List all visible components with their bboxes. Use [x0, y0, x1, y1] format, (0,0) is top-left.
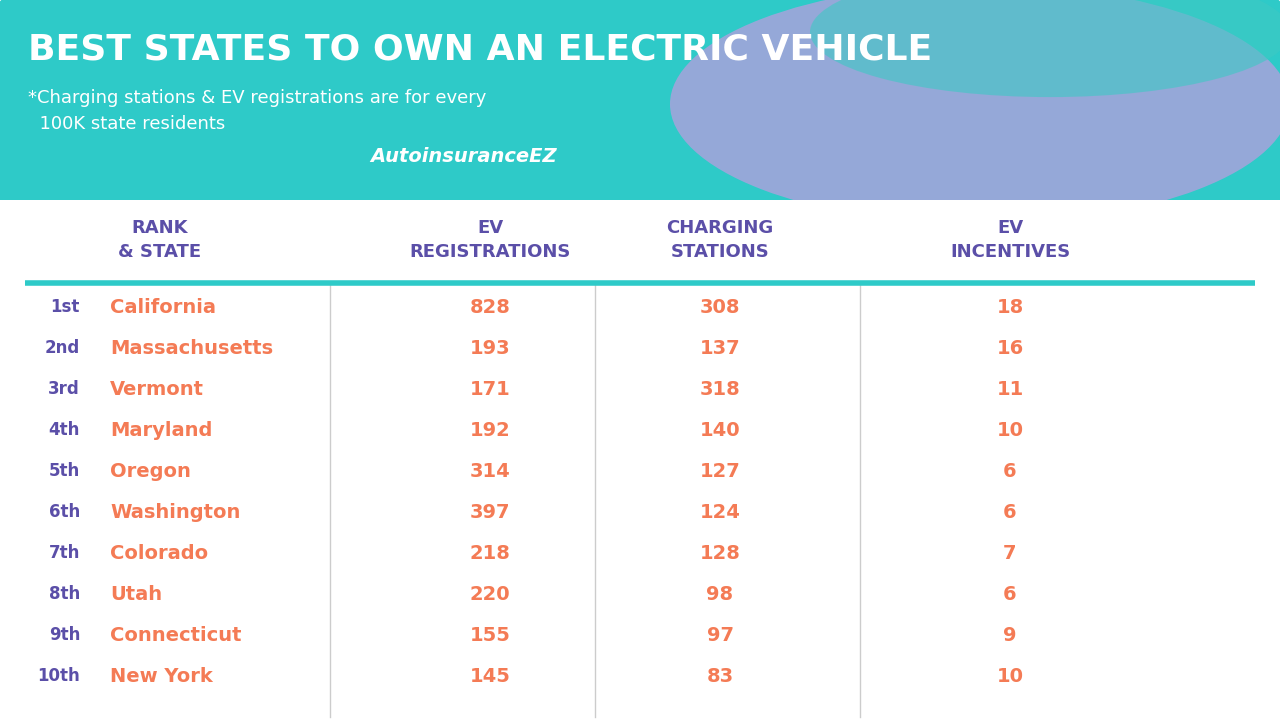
Text: 4th: 4th	[49, 421, 79, 439]
Text: 127: 127	[700, 462, 740, 481]
Text: 140: 140	[700, 421, 740, 440]
Text: 9: 9	[1004, 626, 1016, 645]
Text: 314: 314	[470, 462, 511, 481]
Text: Connecticut: Connecticut	[110, 626, 242, 645]
Text: 2nd: 2nd	[45, 340, 79, 357]
Text: Colorado: Colorado	[110, 544, 209, 563]
Text: AutoinsuranceEZ: AutoinsuranceEZ	[370, 147, 557, 166]
Text: EV
REGISTRATIONS: EV REGISTRATIONS	[410, 220, 571, 261]
Text: 18: 18	[996, 298, 1024, 317]
Text: CHARGING
STATIONS: CHARGING STATIONS	[667, 220, 773, 261]
Text: Massachusetts: Massachusetts	[110, 339, 273, 358]
Ellipse shape	[810, 0, 1280, 97]
Text: Washington: Washington	[110, 503, 241, 522]
Text: Utah: Utah	[110, 585, 163, 603]
Text: 828: 828	[470, 298, 511, 317]
Text: 8th: 8th	[49, 585, 79, 603]
Text: *Charging stations & EV registrations are for every: *Charging stations & EV registrations ar…	[28, 89, 486, 107]
Text: 137: 137	[700, 339, 740, 358]
Text: 308: 308	[700, 298, 740, 317]
Text: California: California	[110, 298, 216, 317]
Text: 155: 155	[470, 626, 511, 645]
Text: 218: 218	[470, 544, 511, 563]
Text: 220: 220	[470, 585, 511, 603]
Text: 1st: 1st	[51, 298, 79, 316]
Text: 10: 10	[997, 667, 1024, 686]
Text: BEST STATES TO OWN AN ELECTRIC VEHICLE: BEST STATES TO OWN AN ELECTRIC VEHICLE	[28, 32, 932, 66]
Text: 318: 318	[700, 379, 740, 399]
Text: New York: New York	[110, 667, 212, 686]
Text: 100K state residents: 100K state residents	[28, 115, 225, 133]
Text: 6th: 6th	[49, 503, 79, 521]
Text: 83: 83	[707, 667, 733, 686]
Text: 11: 11	[996, 379, 1024, 399]
Text: Vermont: Vermont	[110, 379, 204, 399]
Text: 192: 192	[470, 421, 511, 440]
Text: 171: 171	[470, 379, 511, 399]
Text: 128: 128	[700, 544, 740, 563]
FancyBboxPatch shape	[0, 0, 1280, 209]
Text: 16: 16	[996, 339, 1024, 358]
Text: RANK
& STATE: RANK & STATE	[119, 220, 201, 261]
Text: 193: 193	[470, 339, 511, 358]
Text: 145: 145	[470, 667, 511, 686]
Text: 7: 7	[1004, 544, 1016, 563]
Text: EV
INCENTIVES: EV INCENTIVES	[950, 220, 1070, 261]
Text: 6: 6	[1004, 585, 1016, 603]
Text: 10: 10	[997, 421, 1024, 440]
Text: 9th: 9th	[49, 626, 79, 644]
Text: Oregon: Oregon	[110, 462, 191, 481]
Text: 7th: 7th	[49, 545, 79, 562]
Text: 397: 397	[470, 503, 511, 522]
Text: 124: 124	[700, 503, 740, 522]
Text: 6: 6	[1004, 503, 1016, 522]
Text: 98: 98	[707, 585, 733, 603]
Text: Maryland: Maryland	[110, 421, 212, 440]
Ellipse shape	[669, 0, 1280, 224]
Text: 5th: 5th	[49, 462, 79, 481]
Text: 10th: 10th	[37, 667, 79, 686]
Text: 3rd: 3rd	[49, 380, 79, 398]
Text: 97: 97	[707, 626, 733, 645]
Text: 6: 6	[1004, 462, 1016, 481]
